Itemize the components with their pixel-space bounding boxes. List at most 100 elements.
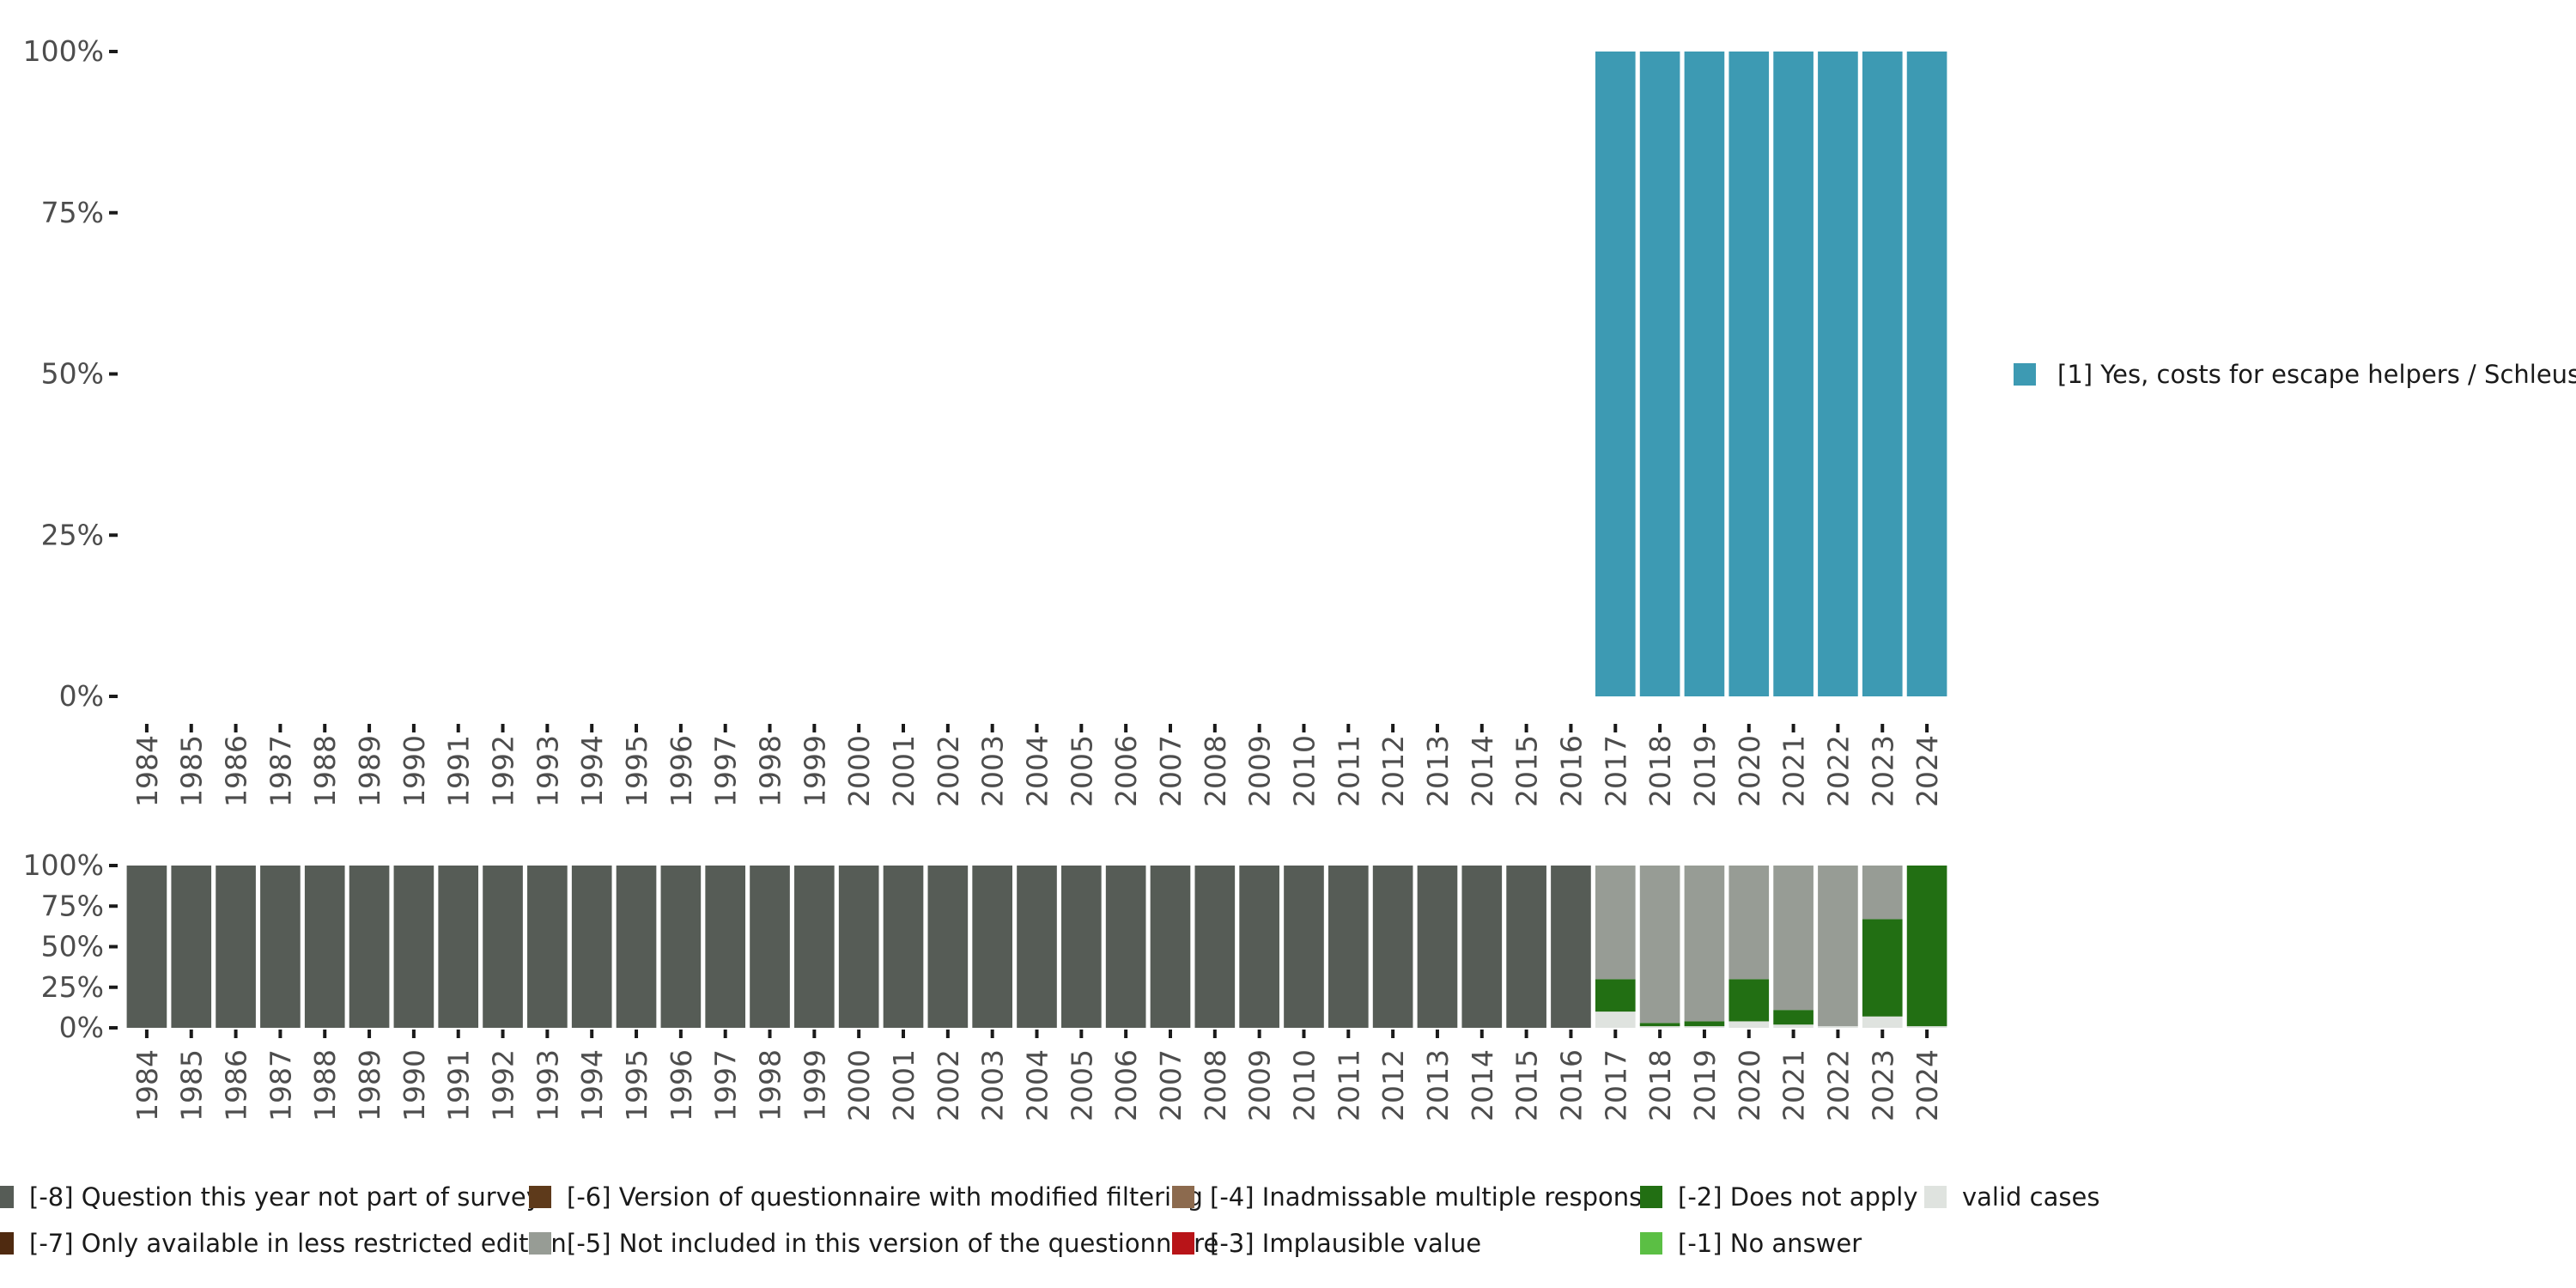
y-tick-label: 75% [41, 889, 104, 922]
top-chart-panel: 0% 25% 50% 75% 100% 1984 1985 1986 1987 1988 1989 1… [23, 34, 1947, 807]
bar-segment [1639, 1026, 1680, 1028]
x-tick-label: 1997 [709, 1049, 743, 1121]
x-tick-label: 2009 [1243, 735, 1277, 807]
x-tick-label: 2021 [1777, 735, 1811, 807]
x-tick-label: 2024 [1911, 735, 1944, 807]
bar-segment [1773, 866, 1814, 1011]
legend-label: [-4] Inadmissable multiple response [1210, 1182, 1657, 1212]
legend-label: [1] Yes, costs for escape helpers / Schl… [2057, 360, 2576, 389]
legend-label: [-6] Version of questionnaire with modif… [567, 1182, 1203, 1212]
bar-segment [1684, 866, 1725, 1022]
x-tick-label: 2005 [1065, 1049, 1098, 1121]
x-tick-label: 2023 [1866, 735, 1899, 807]
legend-label: [-2] Does not apply [1678, 1182, 1918, 1212]
bar-segment [304, 866, 345, 1028]
y-tick-label: 50% [41, 357, 104, 391]
y-tick-label: 25% [41, 518, 104, 551]
x-tick-label: 2008 [1199, 735, 1232, 807]
bar-segment [393, 866, 434, 1028]
x-tick-label: 2009 [1243, 1049, 1277, 1121]
y-tick-label: 75% [41, 196, 104, 229]
legend-swatch [0, 1232, 14, 1255]
bar-segment [1862, 919, 1903, 1017]
legend-label: valid cases [1962, 1182, 2099, 1212]
x-tick-label: 1985 [175, 1049, 209, 1121]
x-tick-label: 2013 [1421, 735, 1455, 807]
x-tick-label: 2003 [976, 1049, 1010, 1121]
x-tick-label: 2020 [1733, 1049, 1766, 1121]
x-tick-label: 1987 [264, 1049, 297, 1121]
y-tick-label: 100% [23, 848, 104, 882]
x-tick-label: 2016 [1554, 1049, 1588, 1121]
x-tick-label: 2020 [1733, 735, 1766, 807]
bar-segment [1327, 866, 1369, 1028]
x-tick-label: 2008 [1199, 1049, 1232, 1121]
x-tick-label: 2019 [1688, 735, 1722, 807]
bar-segment [1506, 866, 1546, 1028]
x-tick-label: 1996 [665, 735, 698, 807]
bar-segment [1906, 1026, 1947, 1028]
x-tick-label: 1999 [798, 1049, 831, 1121]
bar-segment [1818, 1026, 1858, 1028]
bar-segment [1461, 866, 1503, 1028]
bar-segment [927, 866, 969, 1028]
x-tick-label: 1998 [754, 735, 787, 807]
bar-segment [794, 866, 835, 1028]
x-tick-label: 1984 [131, 735, 164, 807]
legend-swatch [0, 1186, 14, 1208]
legend-swatch [1640, 1186, 1662, 1208]
x-tick-label: 2021 [1777, 1049, 1811, 1121]
bar-segment [483, 866, 523, 1028]
x-tick-label: 2004 [1021, 735, 1054, 807]
bar-segment [438, 866, 479, 1028]
bar-segment [660, 866, 702, 1028]
x-tick-label: 2023 [1866, 1049, 1899, 1121]
x-tick-label: 1995 [620, 1049, 653, 1121]
bar-segment [527, 866, 568, 1028]
bar-segment [1595, 979, 1636, 1012]
x-tick-label: 1997 [709, 735, 743, 807]
x-tick-label: 2007 [1154, 735, 1188, 807]
x-tick-label: 1998 [754, 1049, 787, 1121]
bar-segment [1818, 52, 1858, 696]
x-tick-label: 1994 [575, 735, 609, 807]
bar-segment [216, 866, 256, 1028]
x-tick-label: 2022 [1821, 1049, 1855, 1121]
bar-segment [1595, 866, 1636, 980]
bar-segment [750, 866, 790, 1028]
bar-segment [260, 866, 301, 1028]
x-tick-label: 2003 [976, 735, 1010, 807]
legend-label: [-5] Not included in this version of the… [567, 1229, 1218, 1258]
bar-segment [1284, 866, 1324, 1028]
x-tick-label: 2007 [1154, 1049, 1188, 1121]
x-tick-label: 2018 [1643, 735, 1677, 807]
x-tick-label: 1986 [220, 735, 253, 807]
x-tick-label: 1990 [398, 1049, 431, 1121]
bar-segment [571, 866, 612, 1028]
y-tick-label: 0% [59, 1011, 104, 1044]
legend-label: [-1] No answer [1678, 1229, 1862, 1258]
x-tick-label: 2001 [887, 1049, 920, 1121]
x-tick-label: 1990 [398, 735, 431, 807]
bar-segment [1150, 866, 1191, 1028]
legend-label: [-8] Question this year not part of surv… [29, 1182, 541, 1212]
x-tick-label: 1985 [175, 735, 209, 807]
bar-segment [1862, 866, 1903, 920]
bar-segment [1773, 1024, 1814, 1028]
bar-segment [1417, 866, 1458, 1028]
x-tick-label: 2013 [1421, 1049, 1455, 1121]
x-tick-label: 2014 [1466, 1049, 1499, 1121]
bar-segment [1684, 1021, 1725, 1027]
x-tick-label: 2017 [1599, 1049, 1632, 1121]
y-tick-label: 100% [23, 34, 104, 68]
bar-segment [1239, 866, 1279, 1028]
legend-swatch [1640, 1232, 1662, 1255]
x-tick-label: 1996 [665, 1049, 698, 1121]
legend-swatch [1172, 1186, 1194, 1208]
x-tick-label: 2011 [1332, 735, 1365, 807]
x-tick-label: 2006 [1109, 735, 1143, 807]
legend-label: [-3] Implausible value [1210, 1229, 1481, 1258]
bottom-chart-panel: 0% 25% 50% 75% 100% 1984 1985 1986 1987 1988 1989 1… [23, 848, 1947, 1121]
bar-segment [126, 866, 167, 1028]
